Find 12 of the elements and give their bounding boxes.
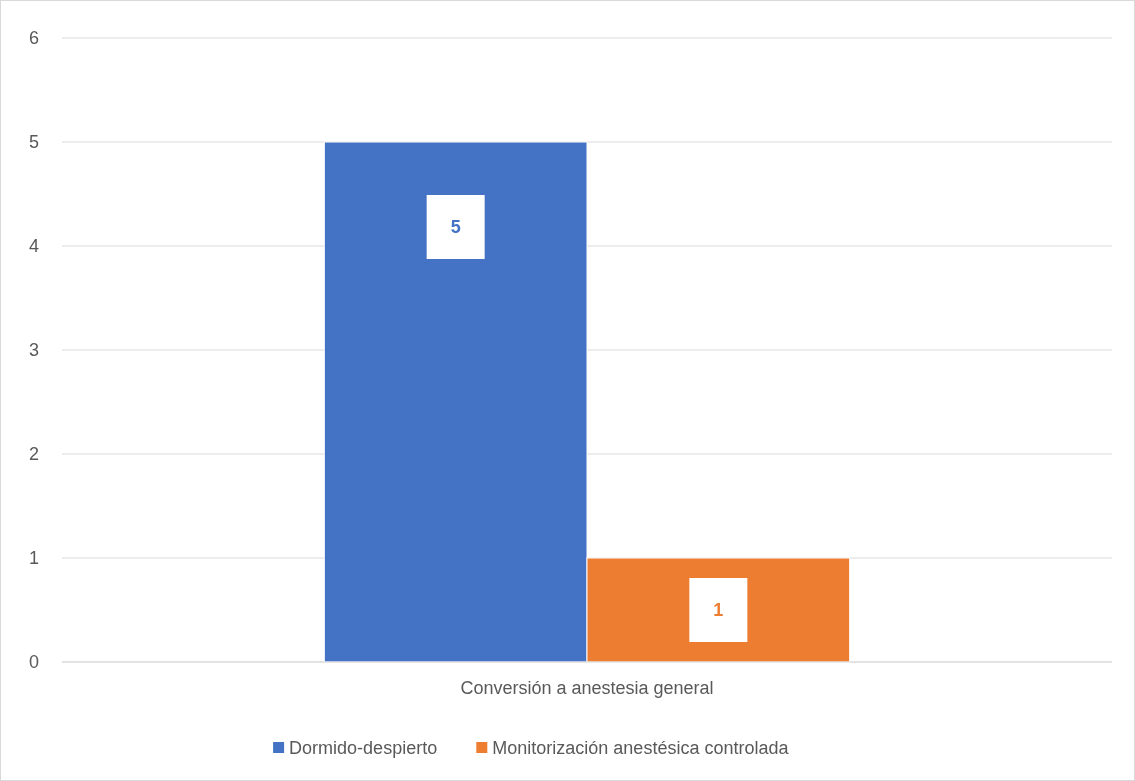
y-tick-label: 6 xyxy=(28,28,40,49)
y-tick-label: 5 xyxy=(28,132,40,153)
data-label: 5 xyxy=(450,217,461,238)
y-tick-label: 2 xyxy=(28,444,40,465)
data-label: 1 xyxy=(713,600,724,621)
y-tick-label: 3 xyxy=(28,340,40,361)
y-tick-label: 4 xyxy=(28,236,40,257)
legend-label: Monitorización anestésica controlada xyxy=(492,738,790,759)
x-tick-label: Conversión a anestesia general xyxy=(460,678,714,698)
legend-label: Dormido-despierto xyxy=(289,738,438,759)
y-tick-label: 0 xyxy=(28,652,40,673)
y-tick-label: 1 xyxy=(28,548,40,569)
